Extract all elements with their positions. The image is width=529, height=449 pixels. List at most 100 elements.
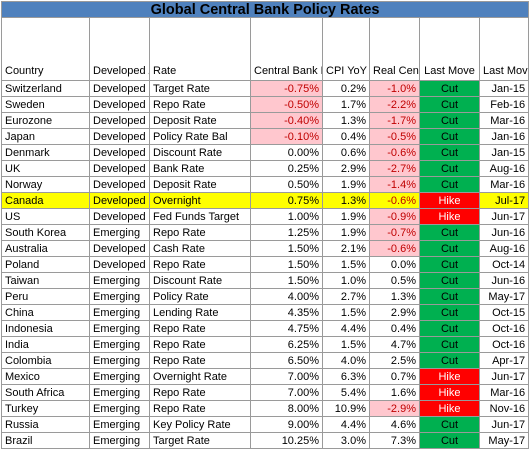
cell-real-rate: 1.3% xyxy=(369,288,420,305)
cell-last-move-date: May-17 xyxy=(478,432,529,449)
cell-last-move: Cut xyxy=(419,160,480,177)
table-row: Poland Developed Repo Rate 1.50% 1.5% 0.0% Cut… xyxy=(1,256,529,273)
cell-central-bank-rate: 6.50% xyxy=(250,352,323,369)
cell-cpi-yoy: 4.4% xyxy=(322,416,370,433)
cell-last-move-date: May-17 xyxy=(478,288,529,305)
cell-last-move-date: Mar-16 xyxy=(478,112,529,129)
table-row: Switzerland Developed Target Rate -0.75% 0.2… xyxy=(1,80,529,97)
cell-last-move: Cut xyxy=(419,128,480,145)
cell-rate-name: Key Policy Rate xyxy=(149,416,251,433)
cell-country: India xyxy=(1,336,90,353)
cell-last-move-date: Jun-16 xyxy=(478,224,529,241)
cell-last-move-date: Jan-15 xyxy=(478,80,529,97)
cell-last-move: Cut xyxy=(419,176,480,193)
cell-cpi-yoy: 2.7% xyxy=(322,288,370,305)
table-row: South Africa Emerging Repo Rate 7.00% 5.4% 1.… xyxy=(1,384,529,401)
cell-developed-emerging: Developed xyxy=(89,80,150,97)
cell-country: Brazil xyxy=(1,432,90,449)
cell-central-bank-rate: -0.10% xyxy=(250,128,323,145)
cell-rate-name: Deposit Rate xyxy=(149,176,251,193)
cell-central-bank-rate: 4.00% xyxy=(250,288,323,305)
cell-real-rate: -0.9% xyxy=(369,208,420,225)
cell-central-bank-rate: 6.25% xyxy=(250,336,323,353)
cell-last-move: Hike xyxy=(419,368,480,385)
table-row: US Developed Fed Funds Target 1.00% 1.9% -0.9… xyxy=(1,208,529,225)
cell-real-rate: 0.4% xyxy=(369,320,420,337)
cell-rate-name: Repo Rate xyxy=(149,224,251,241)
cell-rate-name: Repo Rate xyxy=(149,400,251,417)
cell-central-bank-rate: 8.00% xyxy=(250,400,323,417)
cell-country: Colombia xyxy=(1,352,90,369)
cell-real-rate: -0.5% xyxy=(369,128,420,145)
cell-country: Russia xyxy=(1,416,90,433)
cell-rate-name: Target Rate xyxy=(149,432,251,449)
cell-real-rate: -1.0% xyxy=(369,80,420,97)
cell-last-move-date: Jan-16 xyxy=(478,128,529,145)
cell-country: Switzerland xyxy=(1,80,90,97)
cell-rate-name: Repo Rate xyxy=(149,352,251,369)
cell-developed-emerging: Developed xyxy=(89,96,150,113)
cell-cpi-yoy: 4.0% xyxy=(322,352,370,369)
cell-rate-name: Policy Rate xyxy=(149,288,251,305)
cell-cpi-yoy: 1.3% xyxy=(322,112,370,129)
cell-country: UK xyxy=(1,160,90,177)
cell-country: Sweden xyxy=(1,96,90,113)
cell-last-move: Cut xyxy=(419,272,480,289)
cell-last-move: Cut xyxy=(419,416,480,433)
cell-last-move: Cut xyxy=(419,80,480,97)
header-cpi-yoy: CPI YoY xyxy=(322,17,370,81)
cell-last-move-date: Jun-17 xyxy=(478,208,529,225)
cell-rate-name: Lending Rate xyxy=(149,304,251,321)
cell-last-move-date: Nov-16 xyxy=(478,400,529,417)
header-last-move: Last Move xyxy=(419,17,480,81)
cell-last-move-date: Oct-16 xyxy=(478,320,529,337)
cell-cpi-yoy: 1.9% xyxy=(322,176,370,193)
cell-cpi-yoy: 1.9% xyxy=(322,208,370,225)
cell-developed-emerging: Developed xyxy=(89,128,150,145)
cell-last-move-date: Jan-15 xyxy=(478,144,529,161)
cell-central-bank-rate: 0.50% xyxy=(250,176,323,193)
table-row: Indonesia Emerging Repo Rate 4.75% 4.4% 0.4% C… xyxy=(1,320,529,337)
cell-central-bank-rate: -0.50% xyxy=(250,96,323,113)
table-row: Colombia Emerging Repo Rate 6.50% 4.0% 2.5% Cu… xyxy=(1,352,529,369)
cell-cpi-yoy: 1.5% xyxy=(322,256,370,273)
cell-last-move: Hike xyxy=(419,192,480,209)
cell-last-move: Cut xyxy=(419,320,480,337)
cell-developed-emerging: Developed xyxy=(89,160,150,177)
cell-developed-emerging: Emerging xyxy=(89,288,150,305)
cell-real-rate: 1.6% xyxy=(369,384,420,401)
cell-central-bank-rate: 1.50% xyxy=(250,240,323,257)
cell-rate-name: Discount Rate xyxy=(149,272,251,289)
cell-country: Turkey xyxy=(1,400,90,417)
cell-last-move: Cut xyxy=(419,240,480,257)
cell-last-move: Cut xyxy=(419,304,480,321)
cell-country: China xyxy=(1,304,90,321)
cell-developed-emerging: Emerging xyxy=(89,416,150,433)
table-row: Denmark Developed Discount Rate 0.00% 0.6% -0… xyxy=(1,144,529,161)
cell-rate-name: Fed Funds Target xyxy=(149,208,251,225)
cell-country: Eurozone xyxy=(1,112,90,129)
cell-rate-name: Repo Rate xyxy=(149,256,251,273)
table-row: Brazil Emerging Target Rate 10.25% 3.0% 7.3% C… xyxy=(1,432,529,449)
cell-developed-emerging: Emerging xyxy=(89,336,150,353)
cell-rate-name: Discount Rate xyxy=(149,144,251,161)
table-row: Japan Developed Policy Rate Bal -0.10% 0.4% -… xyxy=(1,128,529,145)
cell-last-move-date: Aug-16 xyxy=(478,160,529,177)
cell-central-bank-rate: 1.25% xyxy=(250,224,323,241)
cell-developed-emerging: Emerging xyxy=(89,384,150,401)
cell-cpi-yoy: 3.0% xyxy=(322,432,370,449)
cell-rate-name: Policy Rate Bal xyxy=(149,128,251,145)
cell-real-rate: 0.5% xyxy=(369,272,420,289)
cell-developed-emerging: Developed xyxy=(89,240,150,257)
cell-cpi-yoy: 0.4% xyxy=(322,128,370,145)
header-developed-emerging: Developed /Emerging xyxy=(89,17,150,81)
cell-central-bank-rate: 4.75% xyxy=(250,320,323,337)
cell-last-move: Cut xyxy=(419,224,480,241)
cell-real-rate: 0.0% xyxy=(369,256,420,273)
table-row: Mexico Emerging Overnight Rate 7.00% 6.3% 0.7… xyxy=(1,368,529,385)
table-row: Turkey Emerging Repo Rate 8.00% 10.9% -2.9% Hi… xyxy=(1,400,529,417)
cell-country: Australia xyxy=(1,240,90,257)
table-row: Russia Emerging Key Policy Rate 9.00% 4.4% 4.… xyxy=(1,416,529,433)
cell-developed-emerging: Emerging xyxy=(89,368,150,385)
cell-real-rate: -2.9% xyxy=(369,400,420,417)
